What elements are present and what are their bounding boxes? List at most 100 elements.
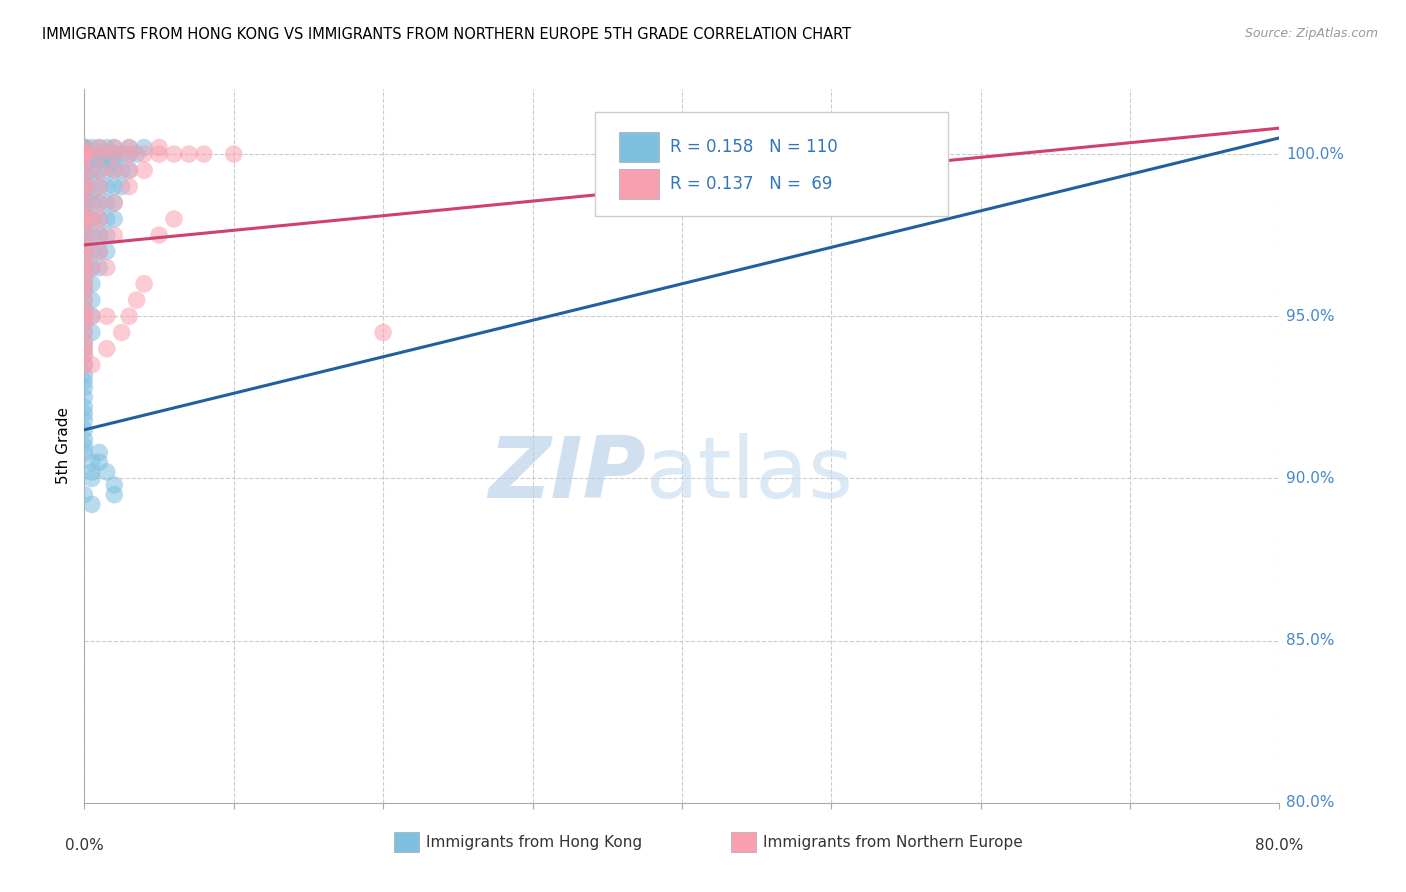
Point <box>80 211 103 226</box>
Text: 85.0%: 85.0% <box>1286 633 1334 648</box>
Point <box>118 147 141 161</box>
Point <box>80 310 103 324</box>
Point <box>73 445 96 459</box>
Text: 0.0%: 0.0% <box>65 838 104 854</box>
Point <box>103 153 125 168</box>
Point <box>80 260 103 275</box>
Point <box>89 147 111 161</box>
Point <box>73 270 96 285</box>
Text: 95.0%: 95.0% <box>1286 309 1334 324</box>
Point <box>103 147 125 161</box>
Point <box>73 326 96 340</box>
Point <box>118 140 141 154</box>
Point <box>80 147 103 161</box>
Point <box>73 238 96 252</box>
Point <box>163 211 186 226</box>
Point <box>96 310 118 324</box>
Point <box>89 140 111 154</box>
Text: R = 0.137   N =  69: R = 0.137 N = 69 <box>669 175 832 193</box>
Point <box>103 163 125 178</box>
Point <box>73 260 96 275</box>
Point <box>73 219 96 233</box>
Point <box>96 153 118 168</box>
Point <box>80 293 103 307</box>
Point <box>73 153 96 168</box>
Point <box>89 445 111 459</box>
Point <box>80 277 103 291</box>
Point <box>73 310 96 324</box>
Point <box>96 195 118 210</box>
Point <box>73 231 96 245</box>
Point <box>103 478 125 492</box>
Point <box>73 211 96 226</box>
Point <box>96 211 118 226</box>
Point <box>73 195 96 210</box>
Point <box>73 488 96 502</box>
Point <box>80 244 103 259</box>
Point <box>80 211 103 226</box>
Point <box>177 147 200 161</box>
Point <box>73 423 96 437</box>
Point <box>73 316 96 330</box>
Point <box>73 302 96 317</box>
Point <box>73 251 96 265</box>
Point <box>73 147 96 161</box>
Point <box>96 228 118 243</box>
Point <box>73 163 96 178</box>
Point <box>89 244 111 259</box>
Point <box>73 390 96 404</box>
Point <box>132 147 156 161</box>
Point <box>73 173 96 187</box>
Point <box>118 310 141 324</box>
Point <box>80 310 103 324</box>
Point <box>73 179 96 194</box>
Point <box>80 465 103 479</box>
Point <box>73 219 96 233</box>
Point <box>73 199 96 213</box>
Point <box>73 211 96 226</box>
Point <box>73 433 96 447</box>
Point <box>73 368 96 382</box>
Point <box>73 358 96 372</box>
Point <box>73 167 96 181</box>
Point <box>80 228 103 243</box>
Point <box>73 293 96 307</box>
Point <box>73 407 96 421</box>
Point <box>103 211 125 226</box>
Point <box>73 374 96 388</box>
Point <box>73 277 96 291</box>
Point <box>73 205 96 219</box>
Point <box>193 147 215 161</box>
FancyBboxPatch shape <box>595 112 949 216</box>
Point <box>103 163 125 178</box>
Point <box>80 497 103 511</box>
Point <box>132 277 156 291</box>
Text: Immigrants from Hong Kong: Immigrants from Hong Kong <box>426 835 643 849</box>
Point <box>89 179 111 194</box>
Point <box>73 310 96 324</box>
Point <box>80 471 103 485</box>
Point <box>73 335 96 350</box>
Point <box>73 186 96 200</box>
Point <box>73 270 96 285</box>
Point <box>89 140 111 154</box>
Text: 80.0%: 80.0% <box>1256 838 1303 854</box>
Text: Source: ZipAtlas.com: Source: ZipAtlas.com <box>1244 27 1378 40</box>
Point <box>73 326 96 340</box>
Point <box>89 153 111 168</box>
Point <box>148 228 170 243</box>
Point <box>103 179 125 194</box>
Text: 100.0%: 100.0% <box>1286 146 1344 161</box>
Point <box>73 381 96 395</box>
Text: atlas: atlas <box>645 433 853 516</box>
Point <box>148 140 170 154</box>
Point <box>163 147 186 161</box>
Bar <box>619 169 659 199</box>
Point <box>89 147 111 161</box>
Point <box>125 293 148 307</box>
Point <box>73 283 96 297</box>
Point <box>89 163 111 178</box>
Point <box>111 179 134 194</box>
Point <box>73 283 96 297</box>
Point <box>96 147 118 161</box>
